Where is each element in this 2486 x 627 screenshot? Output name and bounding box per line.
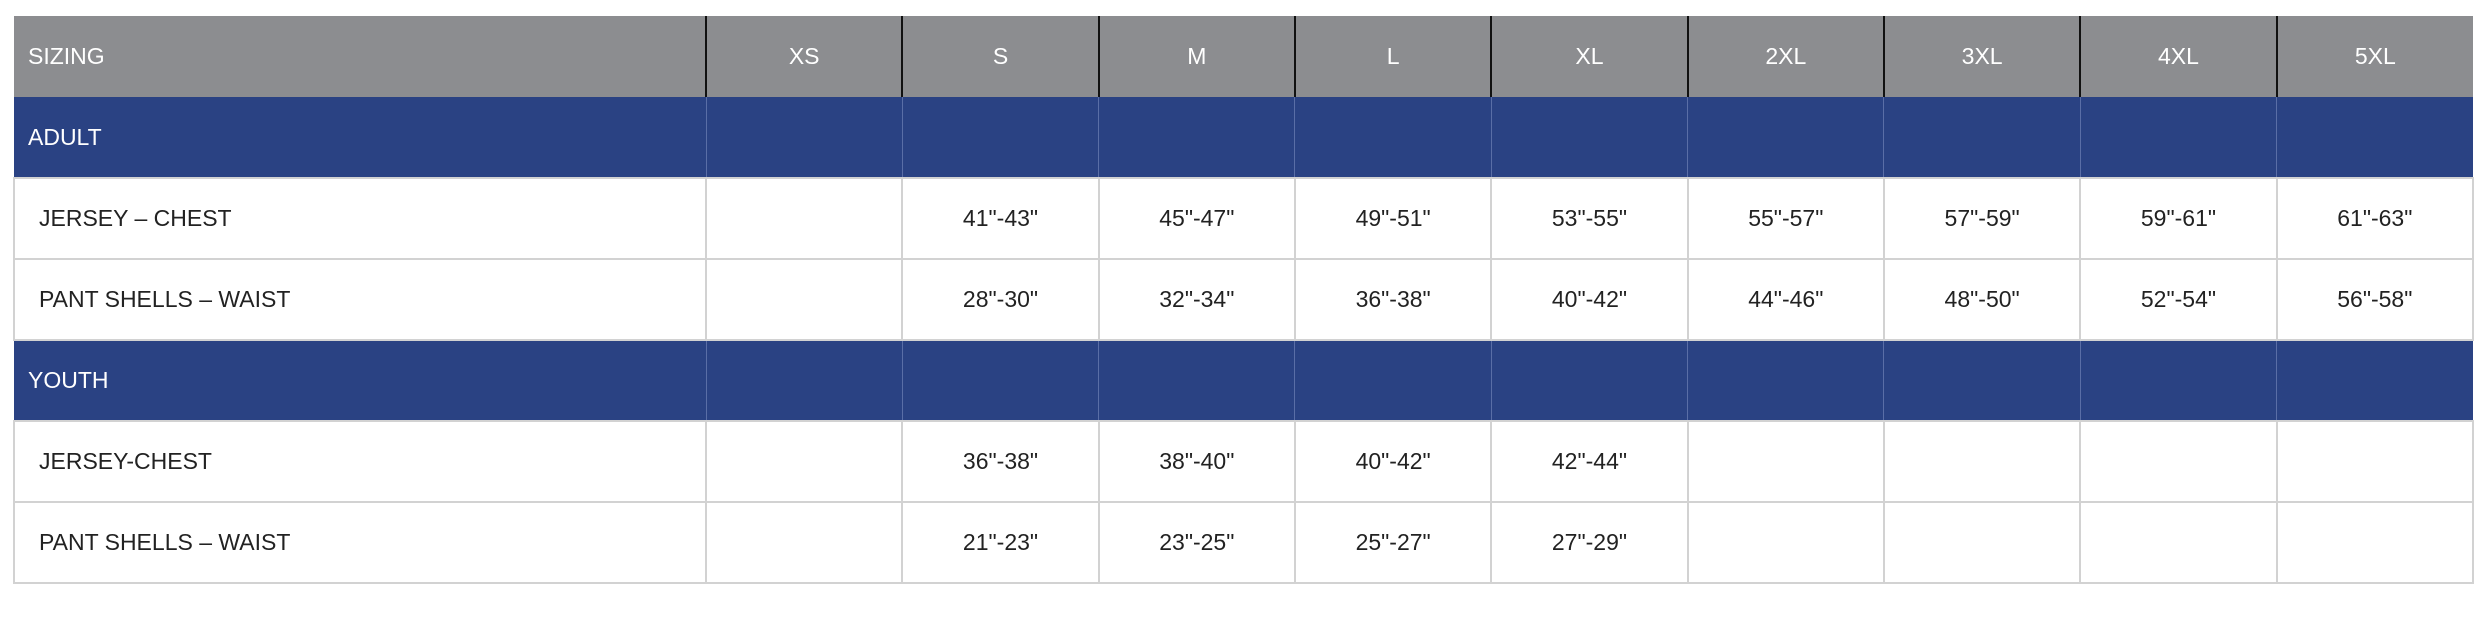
table-row: JERSEY-CHEST 36"-38" 38"-40" 40"-42" 42"-44" xyxy=(13,420,2475,503)
size-cell xyxy=(1882,501,2082,584)
group-cell xyxy=(2276,340,2473,421)
size-cell xyxy=(704,177,904,260)
header-size-4xl: 4XL xyxy=(2079,16,2277,97)
header-size-xl: XL xyxy=(1490,16,1688,97)
header-size-3xl: 3XL xyxy=(1882,16,2081,97)
size-cell: 42"-44" xyxy=(1490,420,1689,503)
group-label: ADULT xyxy=(14,97,706,178)
header-size-5xl: 5XL xyxy=(2275,16,2473,97)
group-cell xyxy=(1294,97,1492,178)
group-cell xyxy=(2079,340,2277,421)
size-cell: 49"-51" xyxy=(1293,177,1493,260)
row-label: PANT SHELLS – WAIST xyxy=(13,501,707,584)
size-cell: 41"-43" xyxy=(901,177,1100,260)
row-label: JERSEY – CHEST xyxy=(13,177,707,260)
size-cell xyxy=(1882,420,2082,503)
group-cell xyxy=(901,340,1099,421)
group-row-adult: ADULT xyxy=(14,97,2473,178)
size-cell: 40"-42" xyxy=(1490,258,1689,341)
size-cell xyxy=(2079,420,2278,503)
group-row-youth: YOUTH xyxy=(14,340,2473,421)
size-cell: 59"-61" xyxy=(2079,177,2278,260)
size-cell: 45"-47" xyxy=(1097,177,1296,260)
header-size-l: L xyxy=(1293,16,1492,97)
group-cell xyxy=(1098,340,1295,421)
size-cell: 38"-40" xyxy=(1097,420,1296,503)
group-cell xyxy=(705,97,903,178)
table-row: PANT SHELLS – WAIST 28"-30" 32"-34" 36"-38"… xyxy=(13,258,2475,341)
group-cell xyxy=(2276,97,2473,178)
header-size-m: M xyxy=(1097,16,1295,97)
group-cell xyxy=(705,340,903,421)
group-cell xyxy=(1490,340,1688,421)
size-cell: 27"-29" xyxy=(1490,501,1689,584)
size-cell: 21"-23" xyxy=(901,501,1100,584)
size-cell: 48"-50" xyxy=(1882,258,2082,341)
size-cell xyxy=(1686,420,1885,503)
group-cell xyxy=(1490,97,1688,178)
sizing-table: SIZING XS S M L XL 2XL 3XL 4XL 5XL ADULT JERSEY – … xyxy=(13,16,2475,584)
group-cell xyxy=(2079,97,2277,178)
group-cell xyxy=(1883,340,2081,421)
size-cell: 40"-42" xyxy=(1293,420,1493,503)
group-cell xyxy=(1294,340,1492,421)
group-cell xyxy=(1687,97,1884,178)
table-row: JERSEY – CHEST 41"-43" 45"-47" 49"-51" 53"-5… xyxy=(13,177,2475,260)
size-cell: 56"-58" xyxy=(2275,258,2475,341)
row-label: JERSEY-CHEST xyxy=(13,420,707,503)
group-cell xyxy=(1687,340,1884,421)
size-cell xyxy=(1686,501,1885,584)
size-cell xyxy=(704,258,904,341)
size-cell xyxy=(2275,501,2475,584)
size-cell: 32"-34" xyxy=(1097,258,1296,341)
size-cell: 61"-63" xyxy=(2275,177,2475,260)
group-cell xyxy=(901,97,1099,178)
size-cell: 28"-30" xyxy=(901,258,1100,341)
size-cell: 52"-54" xyxy=(2079,258,2278,341)
size-cell: 55"-57" xyxy=(1686,177,1885,260)
header-sizing: SIZING xyxy=(14,16,706,97)
group-cell xyxy=(1883,97,2081,178)
group-cell xyxy=(1098,97,1295,178)
group-label: YOUTH xyxy=(14,340,706,421)
size-cell xyxy=(704,501,904,584)
size-cell: 57"-59" xyxy=(1882,177,2082,260)
row-label: PANT SHELLS – WAIST xyxy=(13,258,707,341)
size-cell: 44"-46" xyxy=(1686,258,1885,341)
size-cell xyxy=(2079,501,2278,584)
header-size-s: S xyxy=(901,16,1099,97)
size-cell: 25"-27" xyxy=(1293,501,1493,584)
size-cell xyxy=(704,420,904,503)
header-size-2xl: 2XL xyxy=(1686,16,1884,97)
size-cell: 53"-55" xyxy=(1490,177,1689,260)
size-cell: 23"-25" xyxy=(1097,501,1296,584)
size-cell: 36"-38" xyxy=(901,420,1100,503)
size-cell: 36"-38" xyxy=(1293,258,1493,341)
table-row: PANT SHELLS – WAIST 21"-23" 23"-25" 25"-27"… xyxy=(13,501,2475,584)
header-row: SIZING XS S M L XL 2XL 3XL 4XL 5XL xyxy=(14,16,2473,97)
size-cell xyxy=(2275,420,2475,503)
header-size-xs: XS xyxy=(704,16,903,97)
